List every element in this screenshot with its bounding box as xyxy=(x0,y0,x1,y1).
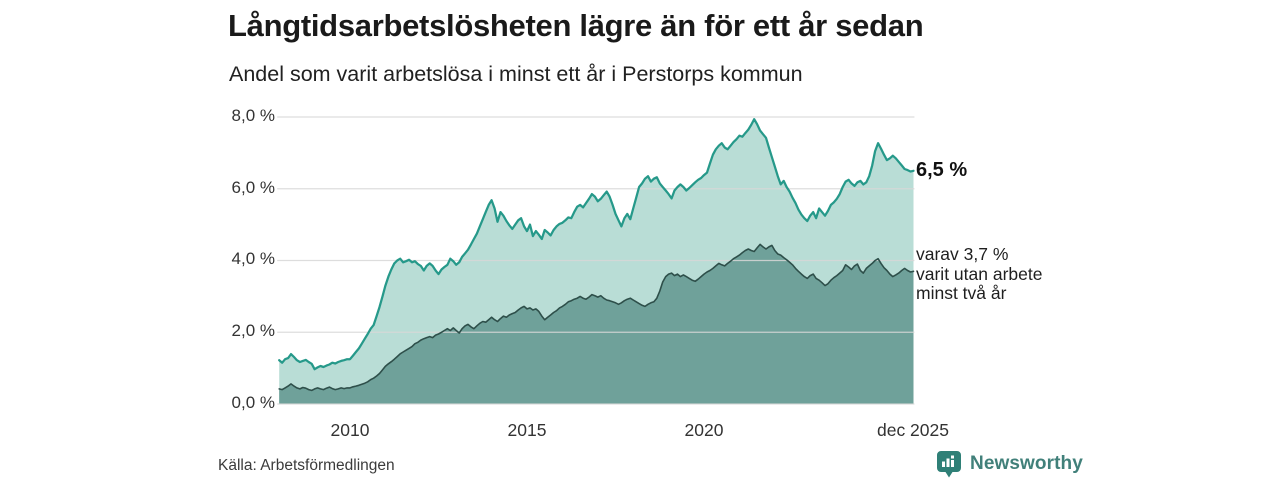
series2-end-line3: minst två år xyxy=(916,283,1007,303)
series2-end-line1: varav 3,7 % xyxy=(916,244,1009,264)
y-tick-4: 4,0 % xyxy=(231,249,275,268)
chart-subtitle: Andel som varit arbetslösa i minst ett å… xyxy=(229,62,803,86)
y-tick-6: 6,0 % xyxy=(231,178,275,197)
series1-end-value-label: 6,5 % xyxy=(916,159,968,181)
brand-name: Newsworthy xyxy=(970,453,1083,474)
y-tick-2: 2,0 % xyxy=(231,321,275,340)
x-tick-dec-2025: dec 2025 xyxy=(876,420,949,440)
x-tick-2010: 2010 xyxy=(330,420,370,440)
series2-end-value-label: varav 3,7 % varit utan arbete minst två … xyxy=(916,244,1076,304)
series2-end-line2: varit utan arbete xyxy=(916,263,1043,284)
y-tick-0: 0,0 % xyxy=(231,393,275,412)
bar-chart-pin-icon xyxy=(937,450,961,477)
series-2-line xyxy=(278,243,915,392)
x-tick-2020: 2020 xyxy=(684,420,724,440)
x-tick-2015: 2015 xyxy=(507,420,547,440)
chart-title: Långtidsarbetslösheten lägre än för ett … xyxy=(228,8,924,43)
brand-logo: Newsworthy xyxy=(936,449,1083,479)
series-1-line xyxy=(278,118,915,371)
series-2-area xyxy=(279,244,914,404)
source-note: Källa: Arbetsförmedlingen xyxy=(218,457,395,474)
y-tick-8: 8,0 % xyxy=(231,106,275,125)
